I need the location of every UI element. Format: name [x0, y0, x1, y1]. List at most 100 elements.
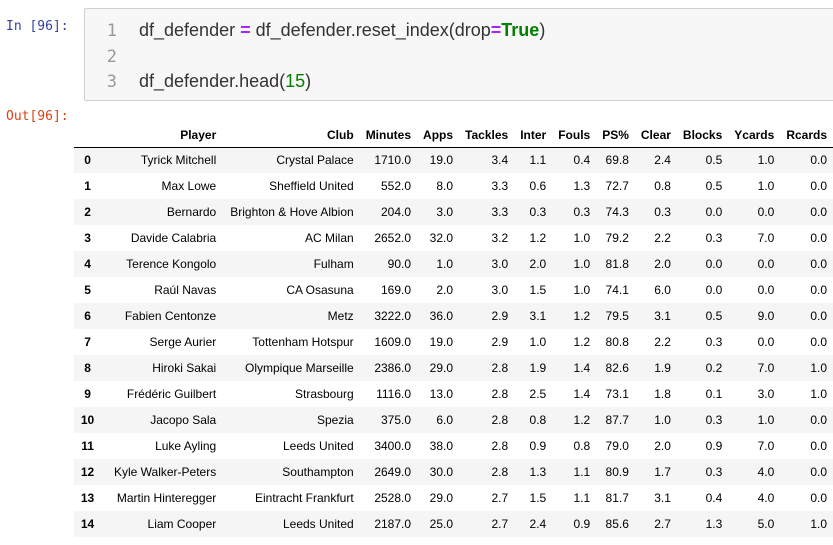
code-cell-editor[interactable]: 1 2 3 df_defender = df_defender.reset_in…	[84, 8, 833, 101]
table-cell: 169.0	[381, 283, 412, 297]
code-token: df_defender	[139, 20, 241, 40]
table-cell: 1.5	[529, 491, 547, 505]
table-cell: 2.0	[654, 257, 671, 271]
table-cell: 0.4	[705, 491, 723, 505]
table-cell: Tottenham Hotspur	[252, 335, 354, 349]
row-index: 11	[81, 439, 94, 453]
table-row: 2 Bernardo Brighton & Hove Albion 204.0 3.0 3…	[74, 199, 833, 225]
table-cell: 0.6	[529, 179, 547, 193]
table-cell: 1.1	[573, 491, 591, 505]
table-cell: 2.2	[654, 335, 671, 349]
table-cell: 0.5	[705, 309, 723, 323]
table-cell: 1.3	[573, 179, 591, 193]
table-cell: 85.6	[605, 517, 629, 531]
table-cell: 69.8	[605, 153, 629, 168]
table-cell: 1.0	[573, 283, 591, 297]
table-cell: 1.0	[810, 361, 827, 375]
table-cell: 30.0	[429, 465, 454, 479]
table-cell: 80.9	[605, 465, 629, 479]
table-cell: 0.0	[705, 257, 723, 271]
table-cell: 3.1	[654, 491, 671, 505]
table-row: 6 Fabien Centonze Metz 3222.0 36.0 2.9 3.1 1.2 7…	[74, 303, 833, 329]
table-cell: 0.0	[810, 413, 827, 427]
table-cell: CA Osasuna	[286, 283, 354, 297]
table-cell: 1.0	[757, 413, 775, 427]
table-cell: Frédéric Guilbert	[126, 387, 217, 401]
table-cell: 3222.0	[374, 309, 412, 323]
table-cell: 74.3	[605, 205, 629, 219]
table-cell: 552.0	[381, 179, 412, 193]
table-row: 1 Max Lowe Sheffield United 552.0 8.0 3.3 0.6 1…	[74, 173, 833, 199]
column-header: Ycards	[728, 123, 781, 148]
table-cell: 0.3	[654, 205, 671, 219]
table-cell: 0.9	[705, 439, 723, 453]
table-cell: 2.8	[491, 439, 509, 453]
table-cell: 81.8	[605, 257, 629, 271]
column-header: Club	[222, 123, 360, 148]
row-index: 2	[84, 205, 91, 219]
table-cell: Leeds United	[282, 517, 354, 531]
table-cell: 1.2	[573, 309, 591, 323]
row-index: 5	[84, 283, 91, 297]
table-cell: 0.0	[757, 205, 775, 219]
table-cell: Hiroki Sakai	[152, 361, 217, 375]
code-token: df_defender.reset_index(drop	[250, 20, 491, 40]
table-cell: 2386.0	[374, 361, 412, 375]
table-cell: Spezia	[316, 413, 354, 427]
table-cell: 3.0	[491, 257, 509, 271]
table-cell: 375.0	[381, 413, 412, 427]
table-cell: Tyrick Mitchell	[140, 153, 217, 168]
table-cell: 1.4	[573, 387, 591, 401]
table-row: 0 Tyrick Mitchell Crystal Palace 1710.0 19.0…	[74, 147, 833, 173]
table-cell: 1.9	[654, 361, 671, 375]
table-cell: 3400.0	[374, 439, 412, 453]
column-header: PS%	[596, 123, 635, 148]
code-line-3[interactable]: df_defender.head(15)	[139, 71, 311, 92]
table-cell: 7.0	[757, 439, 775, 453]
table-cell: 3.0	[491, 283, 509, 297]
table-cell: 79.0	[605, 439, 629, 453]
table-cell: 0.8	[654, 179, 671, 193]
table-cell: 0.9	[529, 439, 547, 453]
column-header: Rcards	[780, 123, 833, 148]
table-cell: AC Milan	[305, 231, 354, 245]
column-header: Player	[101, 123, 223, 148]
table-row: 10 Jacopo Sala Spezia 375.0 6.0 2.8 0.8 1.2 87.7…	[74, 407, 833, 433]
table-cell: 4.0	[757, 491, 775, 505]
table-cell: 2.8	[491, 465, 509, 479]
table-cell: 90.0	[387, 257, 412, 271]
table-cell: 9.0	[757, 309, 775, 323]
table-cell: 2649.0	[374, 465, 412, 479]
table-cell: 1.0	[654, 413, 671, 427]
table-cell: 0.0	[810, 153, 827, 168]
table-cell: 1.5	[529, 283, 547, 297]
dataframe-table: Player Club Minutes Apps Tackles Inter F…	[74, 123, 833, 537]
column-header: Minutes	[359, 123, 418, 148]
table-cell: 2.0	[529, 257, 547, 271]
table-cell: 3.2	[491, 231, 509, 245]
table-cell: 1.0	[757, 153, 775, 168]
table-cell: 1.0	[573, 257, 591, 271]
table-cell: 0.1	[705, 387, 723, 401]
table-cell: 1.1	[529, 153, 547, 168]
table-cell: Fabien Centonze	[124, 309, 217, 323]
table-cell: 0.0	[705, 283, 723, 297]
table-cell: 3.4	[491, 153, 509, 168]
table-cell: 29.0	[429, 491, 454, 505]
table-cell: 72.7	[605, 179, 629, 193]
table-cell: Bernardo	[166, 205, 217, 219]
table-cell: 6.0	[436, 413, 454, 427]
code-line-1[interactable]: df_defender = df_defender.reset_index(dr…	[139, 20, 545, 41]
table-cell: 2.8	[491, 361, 509, 375]
table-cell: 73.1	[605, 387, 629, 401]
table-row: 3 Davide Calabria AC Milan 2652.0 32.0 3.2 1.2…	[74, 225, 833, 251]
row-index: 6	[84, 309, 91, 323]
table-cell: 32.0	[429, 231, 454, 245]
table-cell: 6.0	[654, 283, 671, 297]
table-cell: 1.0	[529, 335, 547, 349]
table-cell: Martin Hinteregger	[116, 491, 217, 505]
table-cell: 1.8	[654, 387, 671, 401]
row-index: 13	[80, 491, 95, 505]
table-cell: 2187.0	[374, 517, 412, 531]
table-cell: 4.0	[757, 465, 775, 479]
